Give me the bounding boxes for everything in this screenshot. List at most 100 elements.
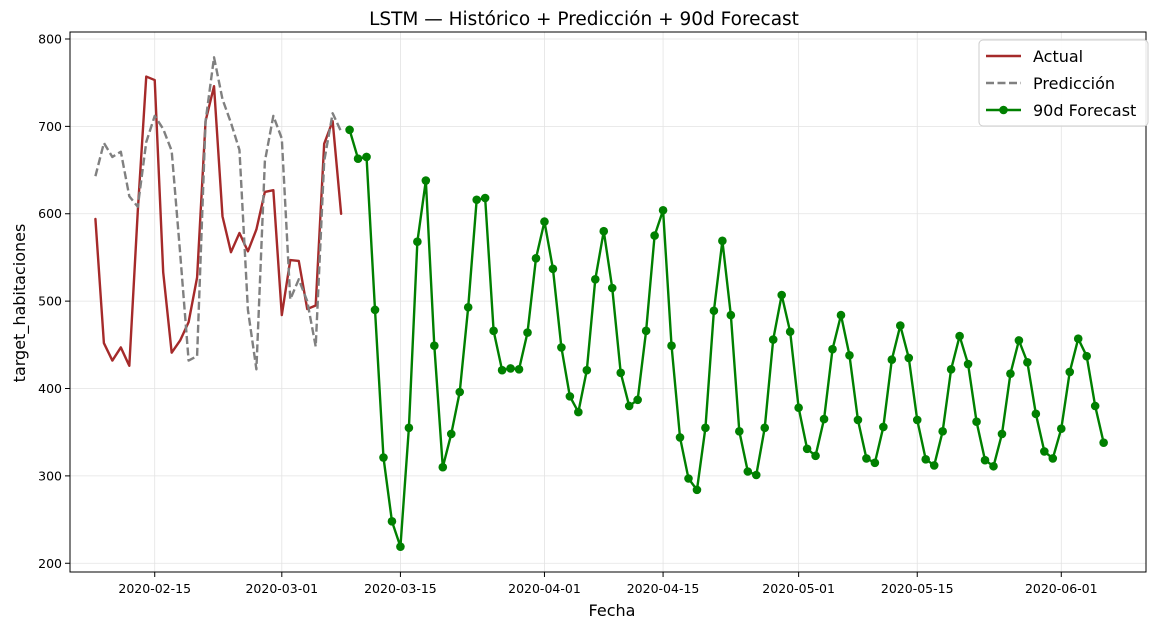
- data-point: [438, 462, 448, 472]
- data-point: [726, 310, 736, 320]
- legend-frame: [978, 39, 1149, 127]
- data-point: [345, 125, 354, 135]
- series-90d-forecast: [345, 125, 1108, 551]
- data-point: [929, 461, 939, 470]
- data-point: [421, 176, 431, 185]
- data-point: [480, 193, 490, 203]
- data-point: [828, 344, 837, 354]
- data-point: [963, 359, 973, 369]
- data-point: [777, 290, 786, 300]
- data-point: [718, 236, 727, 246]
- data-point: [802, 444, 812, 454]
- data-point: [590, 274, 600, 284]
- series-line-predicci-n: [94, 56, 343, 371]
- data-point: [1082, 351, 1091, 361]
- chart-title: LSTM — Histórico + Predicción + 90d Fore…: [369, 9, 799, 30]
- data-point: [1073, 334, 1083, 344]
- data-point: [836, 310, 846, 320]
- data-point: [599, 226, 609, 236]
- data-point: [353, 154, 363, 163]
- y-tick-label: 600: [38, 206, 62, 221]
- data-point: [819, 414, 829, 424]
- data-point: [506, 364, 515, 373]
- data-point: [946, 364, 956, 374]
- data-point: [574, 407, 583, 417]
- data-point: [1056, 424, 1066, 434]
- x-tick-label: 2020-04-01: [508, 581, 581, 596]
- data-point: [896, 321, 905, 330]
- data-point: [989, 461, 998, 471]
- data-point: [489, 326, 498, 336]
- x-tick-label: 2020-03-01: [245, 581, 318, 596]
- x-tick-label: 2020-04-15: [627, 581, 700, 596]
- data-point: [430, 341, 439, 350]
- legend: Actual Predicción 90d Forecast: [978, 39, 1149, 127]
- x-tick-label: 2020-02-15: [118, 581, 191, 596]
- data-point: [912, 415, 922, 425]
- data-point: [607, 283, 617, 293]
- series-predicci-n: [94, 56, 343, 371]
- data-point: [396, 542, 405, 551]
- data-point: [904, 353, 914, 363]
- data-point: [980, 455, 990, 465]
- data-point: [760, 423, 770, 433]
- x-axis-title: Fecha: [589, 601, 636, 620]
- data-point: [497, 365, 507, 375]
- data-point: [811, 451, 820, 461]
- data-point: [641, 326, 651, 336]
- legend-label-predicci-n: Predicción: [1033, 74, 1115, 93]
- data-point: [794, 403, 803, 413]
- x-tick-label: 2020-05-15: [881, 581, 954, 596]
- data-point: [370, 305, 380, 315]
- data-point: [955, 331, 964, 341]
- y-tick-label: 500: [38, 294, 62, 309]
- data-point: [735, 427, 744, 436]
- data-point: [379, 453, 388, 462]
- data-point: [413, 237, 422, 247]
- y-axis-title: target_habitaciones: [10, 224, 30, 383]
- legend-label-actual: Actual: [1033, 47, 1083, 66]
- data-point: [768, 335, 778, 344]
- y-tick-label: 800: [38, 31, 62, 46]
- data-point: [921, 454, 931, 464]
- data-point: [650, 231, 659, 240]
- data-point: [845, 351, 854, 360]
- data-point: [870, 458, 880, 468]
- data-point: [785, 327, 795, 337]
- data-point: [514, 364, 524, 374]
- data-point: [540, 217, 549, 226]
- data-point: [853, 415, 863, 425]
- data-point: [387, 517, 397, 526]
- data-point: [582, 365, 592, 375]
- y-tick-label: 400: [38, 381, 62, 396]
- data-point: [1090, 401, 1100, 411]
- series-line-actual: [94, 75, 343, 367]
- data-point: [684, 474, 693, 483]
- y-tick-label: 200: [38, 556, 62, 571]
- data-point: [455, 387, 465, 397]
- data-point: [565, 392, 575, 401]
- data-point: [557, 343, 566, 352]
- data-point: [633, 395, 642, 405]
- x-tick-label: 2020-05-01: [762, 581, 835, 596]
- x-tick-label: 2020-03-15: [364, 581, 437, 596]
- y-axis: 200 300 400 500 600 700 800: [38, 31, 70, 571]
- data-point: [404, 423, 414, 433]
- data-point: [624, 401, 634, 411]
- data-point: [1014, 336, 1024, 345]
- legend-label-90d-forecast: 90d Forecast: [1033, 101, 1136, 120]
- data-point: [362, 152, 371, 162]
- data-point: [667, 341, 676, 350]
- data-point: [997, 429, 1007, 439]
- y-tick-label: 700: [38, 119, 62, 134]
- data-point: [972, 417, 981, 427]
- data-point: [1040, 447, 1049, 456]
- data-point: [446, 429, 456, 439]
- data-point: [751, 470, 761, 480]
- data-point: [862, 454, 871, 463]
- data-point: [472, 195, 481, 205]
- data-point: [1048, 454, 1058, 463]
- data-point: [701, 423, 710, 433]
- data-point: [1031, 409, 1041, 419]
